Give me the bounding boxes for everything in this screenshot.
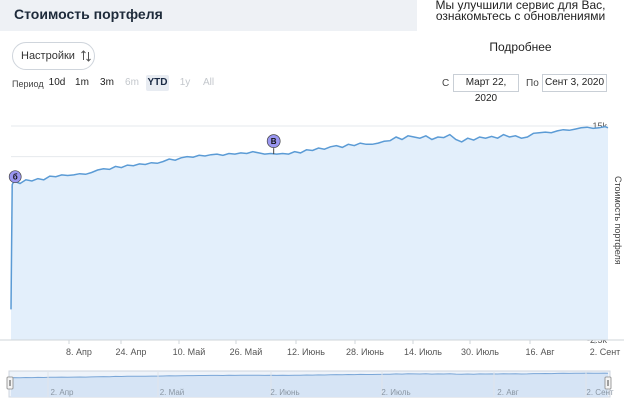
- navigator-fill: [11, 373, 608, 397]
- marker-start-label: б: [13, 173, 18, 182]
- series-line: [10, 125, 609, 310]
- navigator-tick-label: 2. Май: [160, 388, 185, 397]
- period-option-all: All: [202, 77, 215, 88]
- period-option-1y: 1y: [179, 77, 191, 88]
- y-tick-label: 15k: [592, 121, 607, 131]
- date-to-label: По: [526, 78, 539, 89]
- navigator-tick-label: 2. Апр: [50, 388, 74, 397]
- x-tick-label: 14. Июль: [404, 347, 442, 357]
- page-title: Стоимость портфеля: [14, 6, 163, 22]
- settings-button[interactable]: Настройки: [12, 42, 95, 70]
- marker-buy-label: B: [271, 137, 277, 146]
- navigator-tick-label: 2. Июль: [381, 388, 410, 397]
- sort-arrows-icon: [81, 50, 91, 62]
- period-option-6m: 6m: [125, 77, 139, 88]
- x-tick-label: 16. Авг: [525, 347, 555, 357]
- navigator-handle-right[interactable]: [604, 376, 612, 390]
- x-tick-label: 2. Сент: [590, 347, 621, 357]
- navigator-tick-label: 2. Сент: [586, 388, 614, 397]
- date-from-input[interactable]: Март 22, 2020: [453, 74, 519, 104]
- notice-more-link[interactable]: Подробнее: [489, 40, 552, 54]
- marker-buy: [266, 134, 281, 148]
- period-option-ytd[interactable]: YTD: [146, 75, 169, 91]
- x-tick-label: 10. Май: [173, 347, 206, 357]
- marker-start: [8, 170, 22, 184]
- series-area: [11, 126, 608, 340]
- x-tick-label: 28. Июнь: [346, 347, 384, 357]
- period-option-10d[interactable]: 10d: [48, 77, 66, 88]
- notice-text: Мы улучшили сервис для Вас, ознакомьтесь…: [435, 0, 606, 23]
- period-option-3m[interactable]: 3m: [100, 77, 114, 88]
- x-tick-label: 26. Май: [230, 347, 263, 357]
- navigator-line: [10, 372, 609, 389]
- x-tick-label: 24. Апр: [116, 347, 147, 357]
- y-axis-title: Стоимость портфеля: [613, 175, 623, 265]
- date-to-input[interactable]: Сент 3, 2020: [542, 74, 607, 92]
- settings-label: Настройки: [21, 50, 75, 62]
- x-tick-label: 8. Апр: [66, 347, 92, 357]
- x-tick-label: 30. Июль: [461, 347, 499, 357]
- navigator-handle-left[interactable]: [6, 376, 14, 390]
- x-tick-label: 12. Июнь: [287, 347, 325, 357]
- update-notice: Мы улучшили сервис для Вас, ознакомьтесь…: [417, 0, 624, 62]
- period-label: Период: [12, 79, 44, 89]
- navigator-tick-label: 2. Авг: [497, 388, 518, 397]
- date-from-label: С: [442, 78, 450, 89]
- navigator-tick-label: 2. Июнь: [270, 388, 299, 397]
- period-option-1m[interactable]: 1m: [75, 77, 89, 88]
